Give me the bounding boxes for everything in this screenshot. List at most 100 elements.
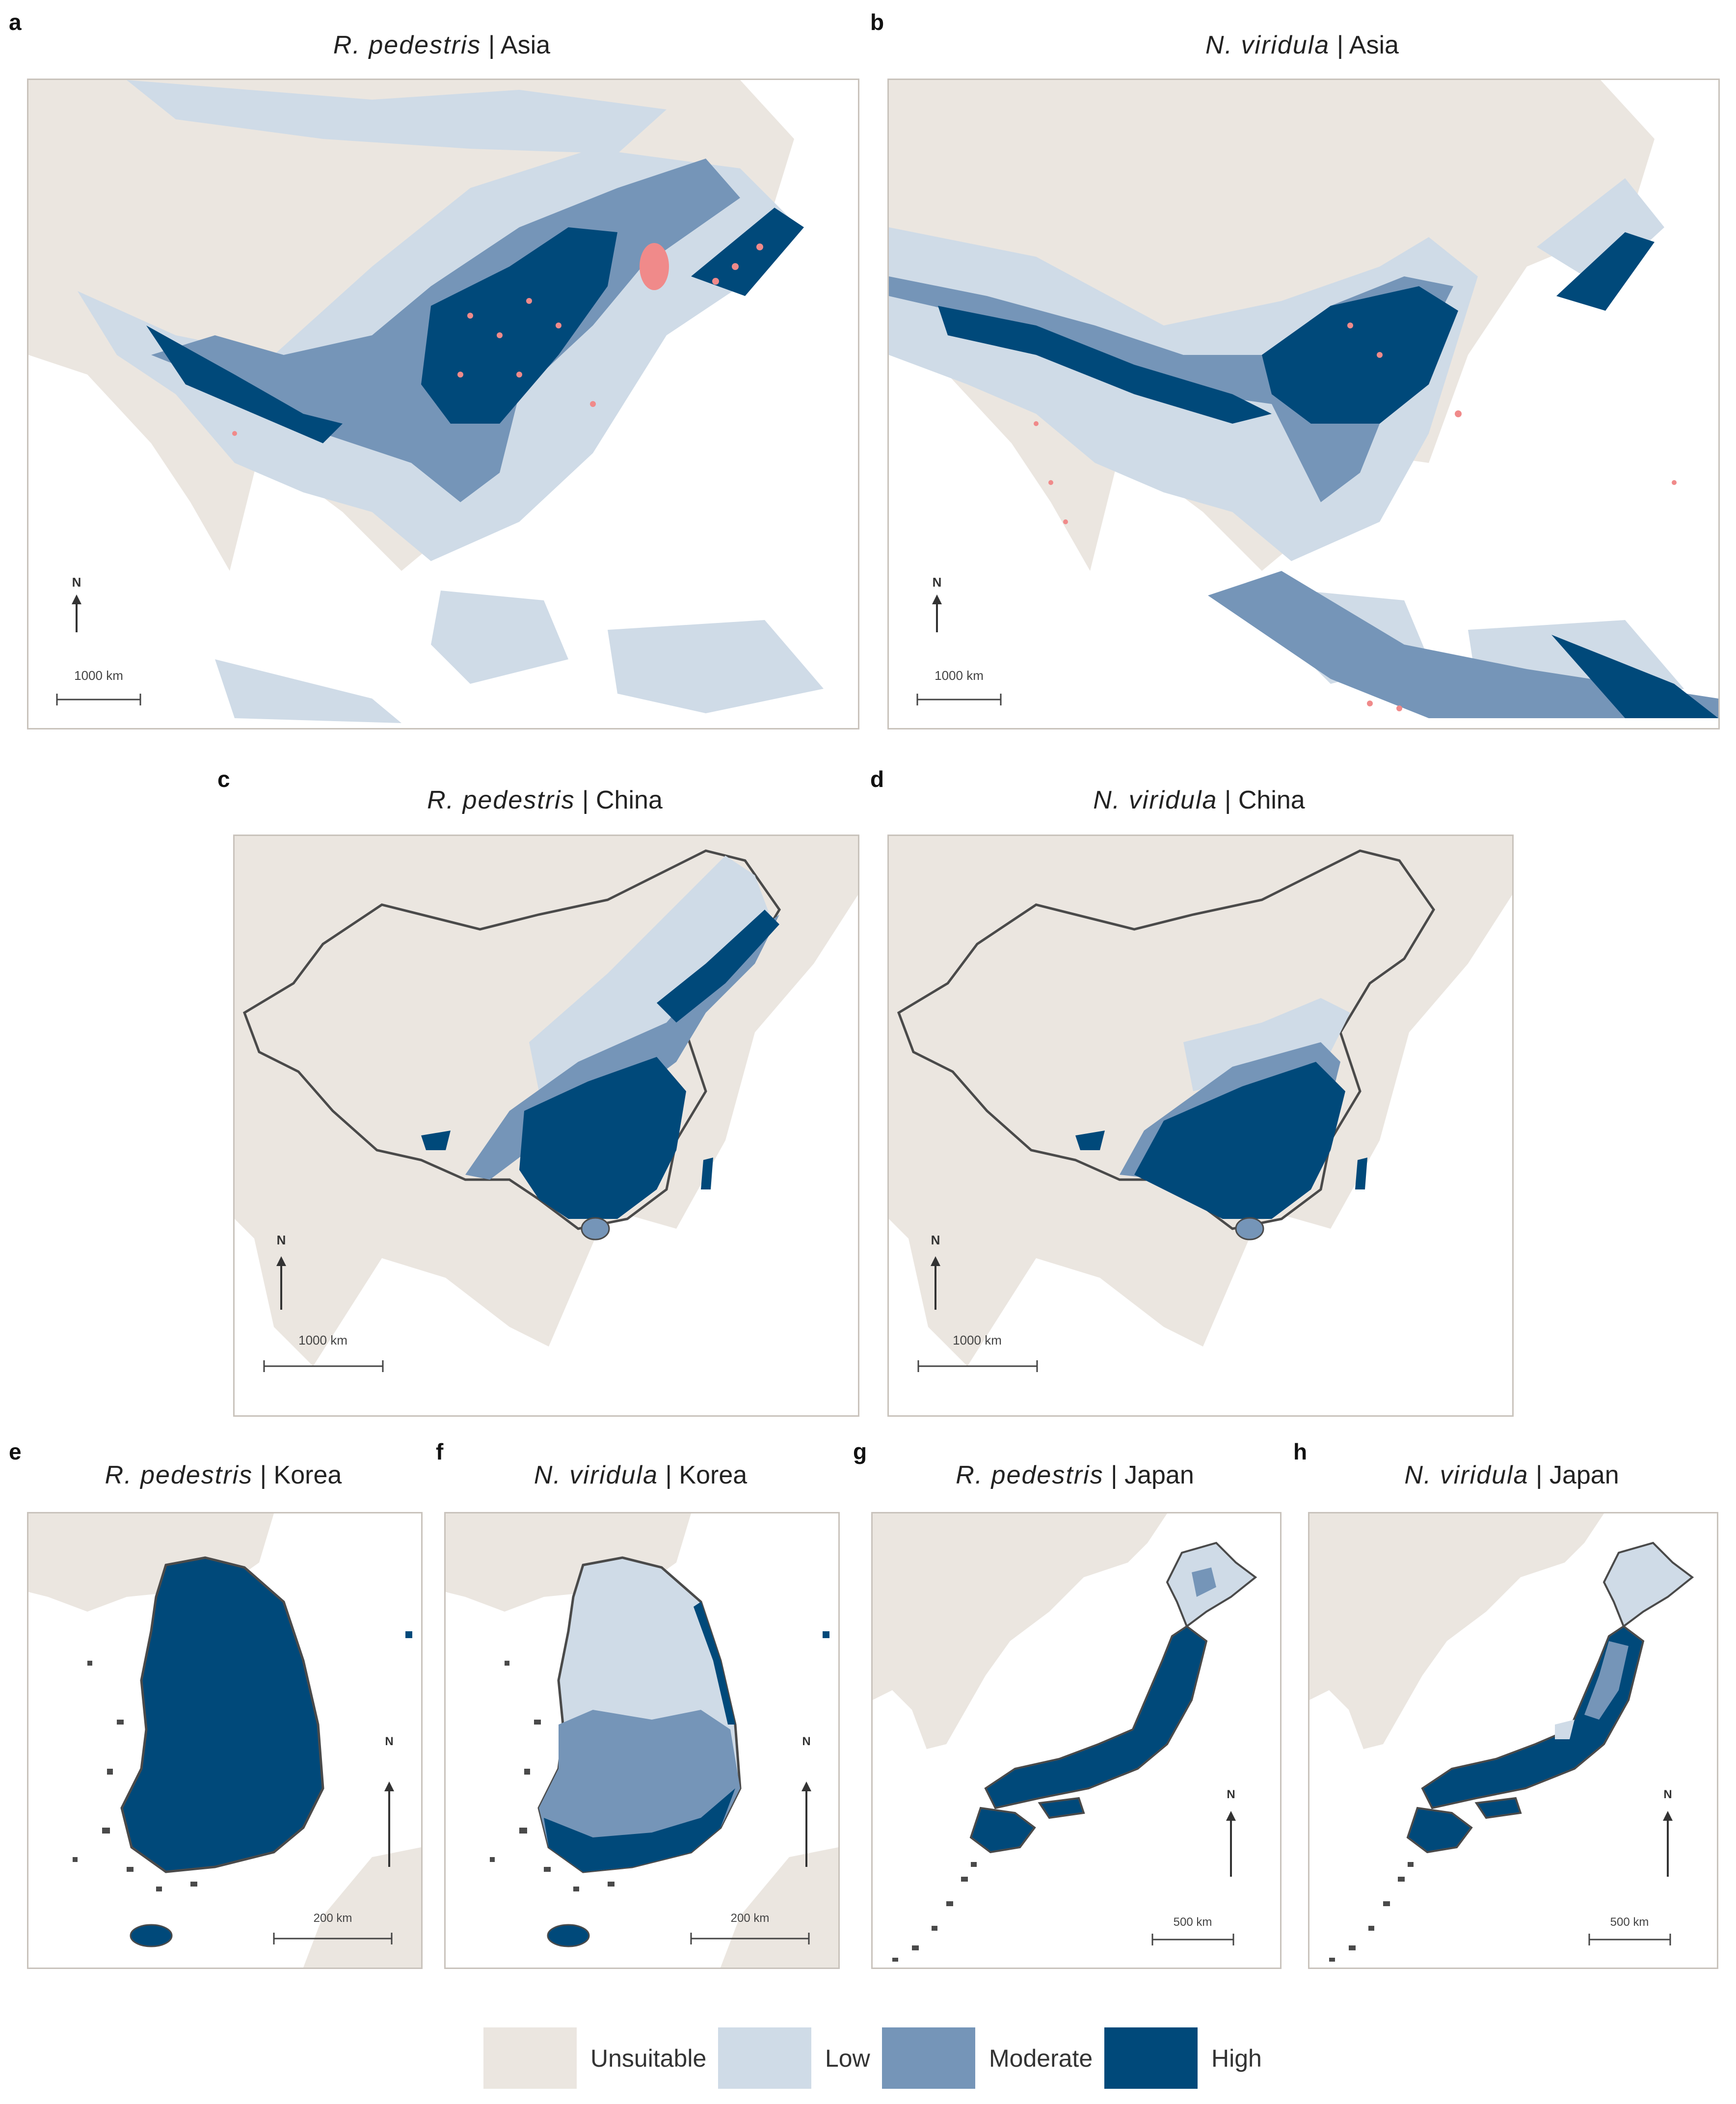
legend-swatch-low — [718, 2027, 811, 2089]
landmass — [721, 1847, 838, 1968]
korea-high — [544, 1788, 735, 1872]
scale-label: 1000 km — [298, 1333, 347, 1348]
occurrence-points — [1034, 323, 1677, 711]
ryukyu-islands — [1329, 1862, 1414, 1962]
ulleung-island — [823, 1631, 829, 1638]
map-china-r-pedestris: N 1000 km — [233, 835, 859, 1417]
species-name: N. viridula — [1404, 1461, 1529, 1489]
landmass — [1309, 1513, 1604, 1749]
legend-item-unsuitable: Unsuitable — [483, 2027, 706, 2089]
species-name: R. pedestris — [333, 31, 481, 59]
title-separator: | — [488, 31, 495, 59]
species-name: R. pedestris — [105, 1461, 253, 1489]
panel-letter-a: a — [9, 9, 22, 35]
title-separator: | — [260, 1461, 267, 1489]
scale-bar — [56, 694, 141, 705]
japan-high — [984, 1625, 1208, 1809]
title-separator: | — [1336, 31, 1344, 59]
legend-swatch-unsuitable — [483, 2027, 577, 2089]
scale-label: 500 km — [1610, 1915, 1649, 1929]
scale-label: 500 km — [1174, 1915, 1212, 1929]
map-china-n-viridula: N 1000 km — [887, 835, 1514, 1417]
japan-high — [1406, 1807, 1473, 1854]
north-label: N — [1227, 1788, 1235, 1801]
scale-label: 1000 km — [74, 668, 123, 683]
panel-title-h: N. viridula | Japan — [1308, 1460, 1715, 1490]
north-label: N — [72, 575, 81, 590]
jeju-island — [547, 1924, 590, 1947]
north-label: N — [277, 1233, 286, 1247]
coastal-islands — [73, 1661, 197, 1891]
hainan-island — [1235, 1217, 1264, 1241]
hainan-island — [581, 1217, 610, 1241]
legend-label: High — [1211, 2044, 1262, 2072]
occurrence-points — [232, 243, 763, 436]
map-asia-r-pedestris: N 1000 km — [27, 79, 859, 729]
legend-item-moderate: Moderate — [882, 2027, 1093, 2089]
hokkaido-moderate — [1192, 1567, 1216, 1597]
map-japan-n-viridula: N 500 km — [1308, 1512, 1718, 1969]
region-name: Japan — [1124, 1461, 1194, 1489]
high-zone — [1262, 286, 1458, 424]
legend-label: Unsuitable — [590, 2044, 707, 2072]
scale-bar — [263, 1360, 384, 1372]
japan-low — [1555, 1720, 1575, 1739]
map-japan-r-pedestris: N 500 km — [871, 1512, 1282, 1969]
legend-item-low: Low — [718, 2027, 870, 2089]
panel-letter-e: e — [9, 1439, 22, 1464]
region-name: China — [1238, 786, 1305, 814]
low-zone — [1537, 178, 1664, 286]
japan-high — [1038, 1797, 1085, 1819]
panel-letter-d: d — [870, 766, 884, 792]
panel-title-a: R. pedestris | Asia — [27, 30, 856, 60]
panel-title-c: R. pedestris | China — [233, 785, 856, 815]
high-zone — [1134, 1062, 1345, 1219]
north-label: N — [1663, 1788, 1672, 1801]
legend-swatch-moderate — [882, 2027, 975, 2089]
island-sea — [431, 591, 568, 684]
scale-label: 200 km — [314, 1912, 352, 1925]
panel-title-b: N. viridula | Asia — [887, 30, 1717, 60]
high-zone — [1075, 1131, 1105, 1150]
korea-high — [120, 1556, 324, 1873]
legend-swatch-high — [1104, 2027, 1198, 2089]
species-name: N. viridula — [1093, 786, 1218, 814]
scale-bar — [1151, 1934, 1234, 1945]
japan-moderate — [1584, 1641, 1629, 1720]
title-separator: | — [1224, 786, 1231, 814]
scale-bar — [1588, 1934, 1671, 1945]
species-name: N. viridula — [1205, 31, 1330, 59]
region-name: Japan — [1549, 1461, 1619, 1489]
ryukyu-islands — [892, 1862, 977, 1962]
panel-letter-f: f — [436, 1439, 444, 1464]
island-sea — [608, 620, 824, 713]
legend: Unsuitable Low Moderate High — [483, 2027, 1269, 2089]
north-label: N — [802, 1735, 810, 1748]
high-zone — [1355, 1158, 1367, 1189]
island-sea — [215, 659, 401, 723]
scale-label: 1000 km — [935, 668, 984, 683]
low-zone — [127, 80, 667, 154]
high-zone — [421, 1131, 451, 1150]
high-zone — [519, 1057, 686, 1219]
panel-title-e: R. pedestris | Korea — [27, 1460, 420, 1490]
scale-label: 1000 km — [953, 1333, 1002, 1348]
title-separator: | — [1111, 1461, 1118, 1489]
region-name: Asia — [500, 31, 551, 59]
panel-letter-b: b — [870, 9, 884, 35]
title-separator: | — [582, 786, 589, 814]
panel-title-f: N. viridula | Korea — [444, 1460, 837, 1490]
scale-bar — [917, 1360, 1038, 1372]
region-name: Asia — [1349, 31, 1399, 59]
panel-letter-c: c — [217, 766, 230, 792]
species-name: R. pedestris — [956, 1461, 1104, 1489]
high-zone — [691, 208, 804, 296]
panel-title-d: N. viridula | China — [887, 785, 1511, 815]
japan-high — [969, 1807, 1036, 1854]
region-name: Korea — [679, 1461, 748, 1489]
scale-label: 200 km — [731, 1912, 770, 1925]
panel-letter-g: g — [853, 1439, 867, 1464]
low-zone — [1183, 998, 1350, 1091]
coastal-islands — [490, 1661, 614, 1891]
panel-letter-h: h — [1293, 1439, 1308, 1464]
